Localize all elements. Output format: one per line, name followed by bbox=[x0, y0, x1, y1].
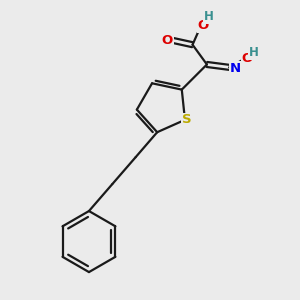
Text: O: O bbox=[162, 34, 173, 47]
Text: S: S bbox=[182, 113, 192, 126]
Text: H: H bbox=[203, 10, 213, 23]
Text: N: N bbox=[230, 62, 241, 75]
Text: H: H bbox=[249, 46, 259, 59]
Text: O: O bbox=[198, 19, 209, 32]
Text: O: O bbox=[242, 52, 253, 64]
